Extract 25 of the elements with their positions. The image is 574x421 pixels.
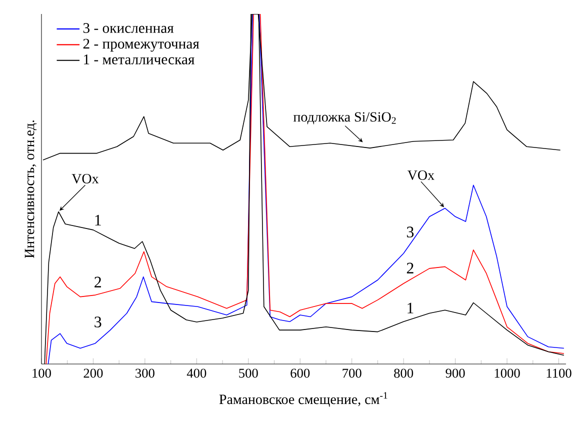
x-tick-label: 300 (136, 368, 154, 378)
x-tick-label: 800 (394, 368, 414, 378)
x-axis-title: Рамановское смещение, см$^{-1}$ (219, 392, 388, 407)
annotation: 3 (94, 316, 102, 328)
x-tick-label: 100 (32, 368, 51, 378)
annotation: 1 (95, 214, 101, 226)
x-tick-label: 200 (84, 368, 103, 378)
annotation: 1 (408, 302, 414, 314)
x-tick-label: 1100 (546, 368, 572, 378)
legend-label: 3 - окисленная (83, 23, 174, 33)
annotation: VOx (72, 174, 99, 184)
annotation: VOx (408, 170, 434, 180)
annotation: 2 (94, 276, 101, 288)
x-tick-label: 400 (186, 368, 206, 378)
y-axis-title: Интенсивность, отн.ед. (24, 120, 37, 258)
x-tick-label: 1000 (494, 368, 520, 378)
x-tick-label: 700 (342, 368, 362, 378)
annotation: 3 (406, 226, 414, 238)
x-tick-label: 500 (239, 368, 258, 378)
legend-label: 2 - промежуточная (83, 38, 200, 52)
annotation: подложка Si/SiO$_{2}$ (293, 112, 396, 124)
x-tick-label: 900 (446, 368, 465, 378)
annotation: 2 (406, 262, 414, 274)
legend-label: 1 - металлическая (84, 54, 194, 64)
x-tick-label: 600 (290, 368, 310, 378)
